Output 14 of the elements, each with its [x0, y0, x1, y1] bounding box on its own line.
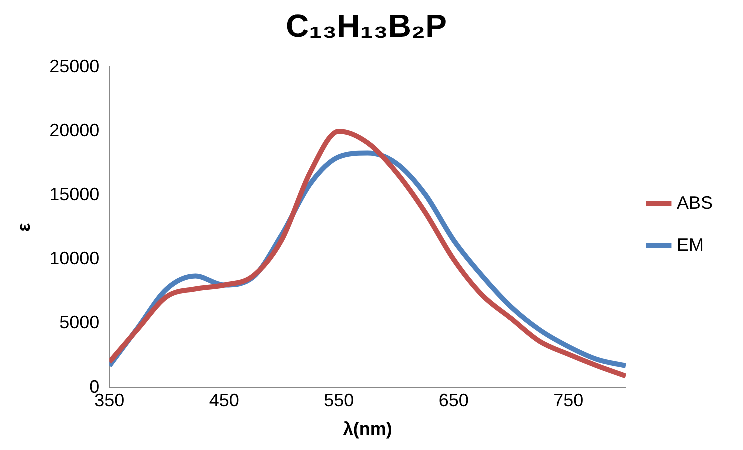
x-tick-label: 750 — [554, 390, 584, 411]
chart-title: C₁₃H₁₃B₂P — [286, 8, 447, 44]
x-tick-label: 450 — [209, 390, 240, 411]
y-tick-label: 15000 — [50, 184, 100, 205]
x-axis-title: λ(nm) — [343, 419, 392, 440]
y-tick-label: 25000 — [50, 56, 100, 76]
x-tick-label: 650 — [438, 390, 469, 411]
y-tick-label: 20000 — [50, 120, 100, 140]
y-tick-label: 10000 — [50, 248, 100, 269]
y-tick-label: 5000 — [60, 312, 100, 333]
legend-label: ABS — [676, 192, 714, 213]
legend-label: EM — [676, 234, 704, 255]
y-axis-title: ε — [14, 222, 34, 232]
x-tick-label: 550 — [324, 390, 354, 411]
